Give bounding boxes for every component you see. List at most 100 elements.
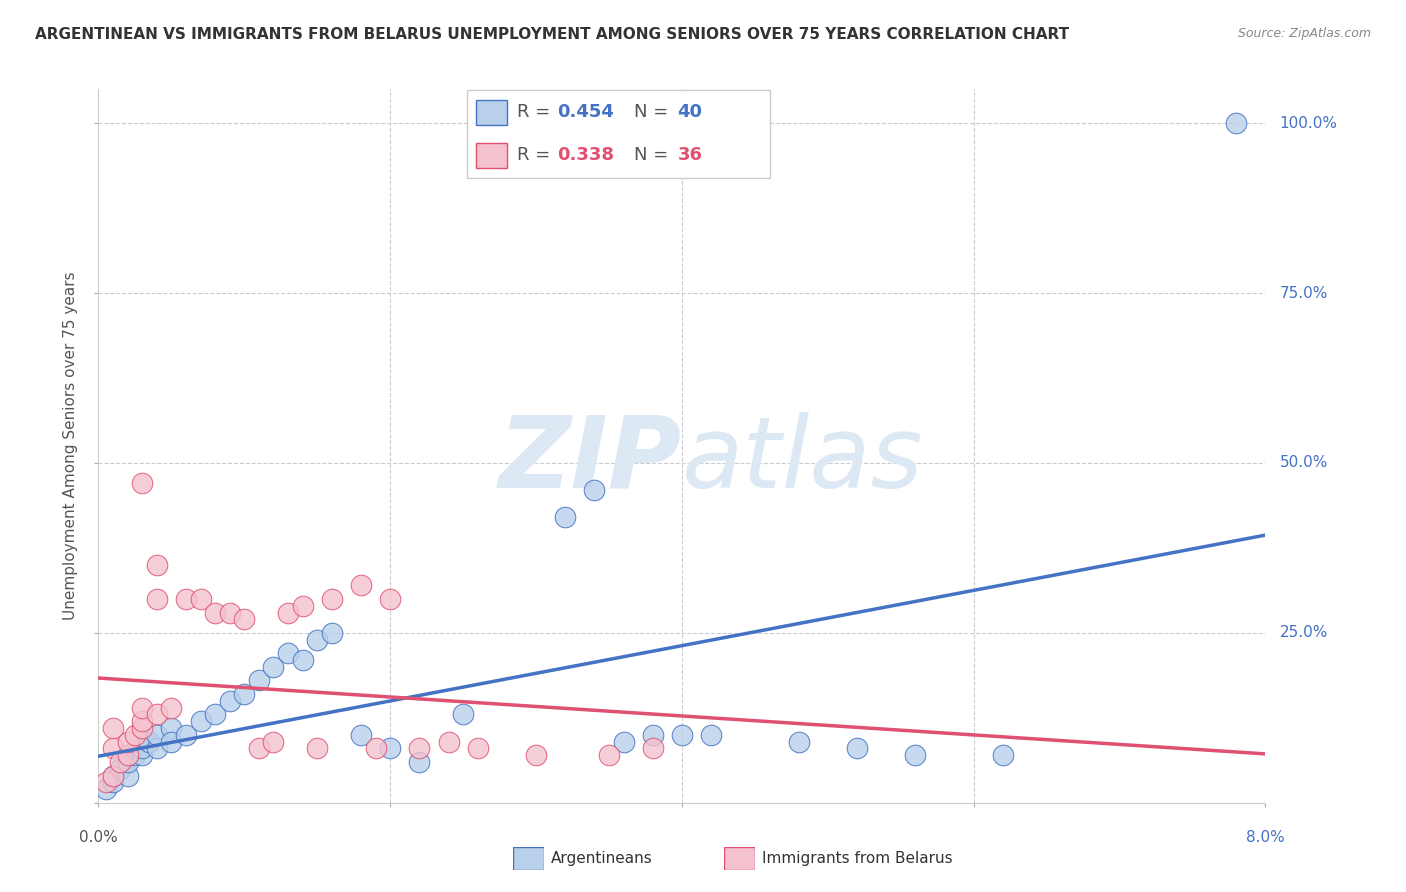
Point [131, 700, 153, 714]
FancyBboxPatch shape [467, 90, 770, 178]
Point [350, 728, 373, 742]
Text: 0.454: 0.454 [557, 103, 613, 121]
Text: 75.0%: 75.0% [1279, 285, 1327, 301]
Point [612, 734, 634, 748]
Point [262, 660, 284, 674]
Point [146, 707, 169, 722]
Point [146, 728, 169, 742]
Point [94, 775, 117, 789]
Point [131, 476, 153, 491]
Point [160, 734, 183, 748]
Point [117, 734, 139, 748]
Text: 50.0%: 50.0% [1279, 456, 1327, 470]
Point [138, 734, 160, 748]
Point [131, 721, 153, 735]
Point [291, 599, 314, 613]
Point [437, 734, 460, 748]
Text: ARGENTINEAN VS IMMIGRANTS FROM BELARUS UNEMPLOYMENT AMONG SENIORS OVER 75 YEARS : ARGENTINEAN VS IMMIGRANTS FROM BELARUS U… [35, 27, 1070, 42]
Point [124, 728, 146, 742]
Point [117, 755, 139, 769]
Point [160, 721, 183, 735]
Point [1225, 116, 1247, 130]
Text: 100.0%: 100.0% [1279, 116, 1337, 131]
Point [101, 769, 124, 783]
Y-axis label: Unemployment Among Seniors over 75 years: Unemployment Among Seniors over 75 years [63, 272, 79, 620]
Point [101, 741, 124, 756]
Point [787, 734, 810, 748]
Point [451, 707, 474, 722]
Point [378, 591, 402, 606]
Point [190, 714, 212, 729]
Point [110, 755, 132, 769]
Point [364, 741, 387, 756]
Point [700, 728, 723, 742]
Text: Immigrants from Belarus: Immigrants from Belarus [762, 852, 953, 866]
Text: 40: 40 [678, 103, 703, 121]
Point [671, 728, 693, 742]
Text: R =: R = [516, 146, 555, 164]
Text: ZIP: ZIP [499, 412, 682, 508]
Point [845, 741, 868, 756]
Point [307, 741, 329, 756]
Point [524, 748, 547, 763]
Point [277, 606, 299, 620]
Point [350, 578, 373, 592]
Point [218, 694, 240, 708]
Point [131, 741, 153, 756]
Point [190, 591, 212, 606]
Point [467, 741, 489, 756]
Text: 0.338: 0.338 [557, 146, 614, 164]
Point [233, 612, 256, 626]
Text: atlas: atlas [682, 412, 924, 508]
Point [247, 673, 270, 688]
Point [408, 755, 430, 769]
Point [291, 653, 314, 667]
Point [307, 632, 329, 647]
Point [262, 734, 284, 748]
Point [904, 748, 927, 763]
Text: 36: 36 [678, 146, 703, 164]
Point [218, 606, 240, 620]
Text: 25.0%: 25.0% [1279, 625, 1327, 640]
Text: N =: N = [634, 103, 673, 121]
Text: R =: R = [516, 103, 555, 121]
Point [131, 748, 153, 763]
Point [174, 591, 197, 606]
Point [110, 762, 132, 776]
Bar [477, 143, 508, 168]
Point [101, 775, 124, 789]
Point [598, 748, 620, 763]
Point [101, 721, 124, 735]
Point [146, 558, 169, 572]
Point [124, 748, 146, 763]
Text: Source: ZipAtlas.com: Source: ZipAtlas.com [1237, 27, 1371, 40]
Point [101, 769, 124, 783]
Point [641, 728, 664, 742]
Point [117, 748, 139, 763]
Point [233, 687, 256, 701]
Point [174, 728, 197, 742]
Point [641, 741, 664, 756]
Point [321, 626, 343, 640]
Text: Argentineans: Argentineans [551, 852, 652, 866]
Bar [477, 100, 508, 125]
Text: 8.0%: 8.0% [1246, 830, 1285, 845]
Text: 0.0%: 0.0% [79, 830, 118, 845]
Point [146, 591, 169, 606]
Point [408, 741, 430, 756]
Point [277, 646, 299, 660]
Text: N =: N = [634, 146, 673, 164]
Point [204, 707, 226, 722]
Point [94, 782, 117, 797]
Point [131, 714, 153, 729]
Point [117, 769, 139, 783]
Point [204, 606, 226, 620]
Point [378, 741, 402, 756]
Point [160, 700, 183, 714]
Point [321, 591, 343, 606]
Point [146, 741, 169, 756]
Point [247, 741, 270, 756]
Point [991, 748, 1014, 763]
Point [583, 483, 606, 498]
Point [554, 510, 576, 524]
